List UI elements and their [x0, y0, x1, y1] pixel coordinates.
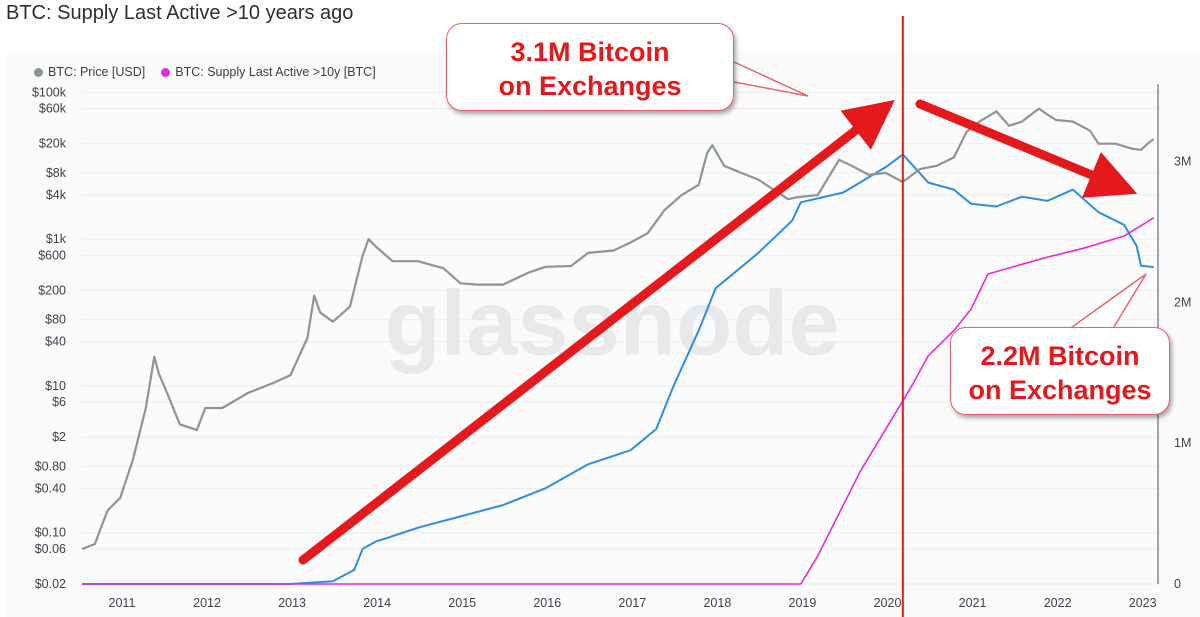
x-tick-label: 2019 [789, 596, 817, 610]
callout-top-line1: 3.1M Bitcoin [510, 37, 670, 67]
y-left-tick-label: $60k [39, 102, 67, 116]
y-left-tick-label: $4k [46, 188, 67, 202]
legend-price-swatch [34, 67, 43, 77]
y-left-tick-label: $100k [32, 85, 67, 99]
callout-top-pointer [733, 61, 809, 97]
x-tick-label: 2017 [618, 596, 646, 610]
y-left-tick-label: $1k [46, 232, 67, 246]
y-left-tick-label: $2 [52, 430, 66, 444]
legend-supply-label: BTC: Supply Last Active >10y [BTC] [175, 65, 376, 79]
x-tick-label: 2016 [533, 596, 561, 610]
x-tick-label: 2013 [278, 596, 306, 610]
y-left-tick-label: $40 [45, 335, 66, 349]
y-left-tick-label: $8k [46, 166, 67, 180]
legend-supply-swatch [161, 67, 171, 77]
y-left-tick-label: $0.40 [35, 482, 66, 496]
callout-top: 3.1M Bitcoin on Exchanges [446, 23, 734, 111]
y-left-tick-label: $20k [39, 137, 67, 151]
legend-item-price[interactable]: BTC: Price [USD] [34, 65, 145, 79]
y-left-tick-label: $6 [52, 395, 66, 409]
x-tick-label: 2014 [363, 596, 391, 610]
callout-bottom-line2: on Exchanges [968, 375, 1152, 405]
supply-10y-line [82, 217, 1155, 585]
y-left-tick-label: $0.10 [35, 526, 66, 540]
x-tick-label: 2012 [193, 596, 221, 610]
y-left-tick-label: $10 [45, 379, 66, 393]
page-title: BTC: Supply Last Active >10 years ago [6, 2, 354, 24]
series-layer [81, 107, 1155, 585]
legend: BTC: Price [USD] BTC: Supply Last Active… [34, 65, 376, 79]
x-tick-label: 2011 [109, 596, 136, 610]
callout-top-line2: on Exchanges [498, 71, 682, 101]
callout-bottom-line1: 2.2M Bitcoin [980, 341, 1140, 371]
y-left-tick-label: $200 [38, 283, 66, 297]
x-tick-label: 2023 [1129, 596, 1157, 610]
x-tick-label: 2018 [703, 596, 731, 610]
annotation-layer [298, 16, 1147, 617]
exchange-balance-line [82, 153, 1154, 585]
legend-item-supply[interactable]: BTC: Supply Last Active >10y [BTC] [161, 65, 376, 79]
price-line [81, 107, 1155, 551]
legend-price-label: BTC: Price [USD] [48, 65, 146, 79]
axis-layer: $100k $60k $20k $8k $4k $1k $600 $200 $80 $40 $10 $… [32, 84, 1191, 610]
y-left-tick-label: $80 [45, 313, 66, 327]
falling-trend-arrow [915, 99, 1138, 198]
y-left-tick-label: $600 [38, 248, 66, 262]
callout-bottom: 2.2M Bitcoin on Exchanges [950, 327, 1170, 415]
y-right-tick-label: 1M [1174, 436, 1191, 450]
x-tick-label: 2021 [959, 596, 987, 610]
y-right-tick-label: 0 [1174, 577, 1181, 591]
y-right-tick-label: 3M [1174, 154, 1191, 168]
callout-bottom-pointer [1067, 273, 1147, 331]
y-left-tick-label: $0.06 [35, 542, 66, 556]
y-left-tick-label: $0.02 [35, 577, 66, 591]
x-tick-label: 2015 [448, 596, 476, 610]
y-right-tick-label: 2M [1174, 295, 1191, 309]
x-tick-label: 2022 [1044, 596, 1072, 610]
rising-trend-arrow [298, 99, 895, 565]
x-tick-label: 2020 [874, 596, 902, 610]
y-left-tick-label: $0.80 [35, 459, 66, 473]
